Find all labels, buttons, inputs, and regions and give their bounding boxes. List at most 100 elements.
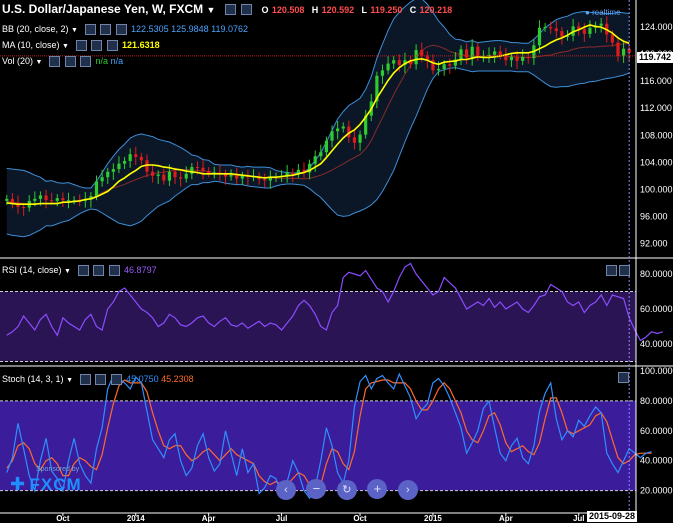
ohlc-low-value: 119.250 xyxy=(370,5,403,15)
time-tick-label: Jul xyxy=(573,514,585,523)
rsi-label[interactable]: RSI (14, close) xyxy=(2,265,62,275)
candle-body xyxy=(263,179,267,181)
vol-value-2: n/a xyxy=(110,56,124,66)
candle-body xyxy=(347,126,351,138)
candle-body xyxy=(195,167,200,169)
settings-icon[interactable] xyxy=(91,40,103,52)
candle-body xyxy=(229,175,233,177)
settings-icon[interactable] xyxy=(100,24,112,36)
rsi-tick-label: 60.0000 xyxy=(640,304,673,314)
price-tick-label: 104.000 xyxy=(640,157,673,167)
candle-body xyxy=(319,152,323,157)
candle-body xyxy=(307,163,312,173)
candle-body xyxy=(128,154,132,161)
chevron-down-icon[interactable]: ▼ xyxy=(64,268,71,275)
zoom-out-button[interactable]: − xyxy=(306,479,327,499)
price-tick-label: 124.000 xyxy=(640,22,673,32)
time-tick-label: 2014 xyxy=(127,514,145,523)
reset-button[interactable]: ↻ xyxy=(336,480,357,500)
close-icon[interactable] xyxy=(80,56,92,68)
realtime-label: realtime xyxy=(592,8,621,17)
candle-body xyxy=(10,198,15,203)
settings-icon[interactable] xyxy=(93,265,105,277)
maximize-icon[interactable] xyxy=(606,265,617,277)
candle-body xyxy=(582,29,586,34)
candle-body xyxy=(425,55,429,61)
time-tick-label: Oct xyxy=(353,514,367,523)
fxcm-logo-text: FXCM xyxy=(29,475,82,494)
ohlc-low-key: L xyxy=(361,5,367,15)
candle-body xyxy=(145,160,149,172)
ma-legend: MA (10, close) ▼ 121.6318 xyxy=(2,40,160,52)
symbol-title[interactable]: U.S. Dollar/Japanese Yen, W, FXCM xyxy=(2,2,204,16)
eye-icon[interactable] xyxy=(77,265,89,277)
candle-body xyxy=(223,173,228,177)
ma-label[interactable]: MA (10, close) xyxy=(2,40,60,50)
price-panel xyxy=(0,0,636,238)
time-tick-label: Apr xyxy=(499,514,513,523)
vol-legend: Vol (20) ▼ n/a n/a xyxy=(2,56,123,68)
candle-body xyxy=(392,60,396,64)
rsi-value: 46.8797 xyxy=(124,265,157,275)
ma-value: 121.6318 xyxy=(122,40,160,50)
eye-icon[interactable] xyxy=(79,374,91,386)
settings-icon[interactable] xyxy=(95,374,107,386)
zoom-in-button[interactable]: + xyxy=(367,479,388,499)
chevron-down-icon[interactable]: ▼ xyxy=(66,377,73,384)
candle-body xyxy=(72,200,76,202)
candle-body xyxy=(549,27,553,29)
vol-label[interactable]: Vol (20) xyxy=(2,56,34,66)
ohlc-close-value: 120.218 xyxy=(419,5,453,15)
close-icon[interactable] xyxy=(241,4,253,16)
stoch-tick-label: 60.0000 xyxy=(640,426,673,436)
eye-icon[interactable] xyxy=(75,40,87,52)
candle-body xyxy=(134,154,138,157)
close-icon[interactable] xyxy=(110,374,122,386)
info-icon[interactable] xyxy=(619,265,630,277)
candle-body xyxy=(610,34,614,43)
settings-icon[interactable] xyxy=(224,4,236,16)
current-price-tag: 119.742 xyxy=(637,52,673,63)
candle-body xyxy=(302,169,306,173)
candle-body xyxy=(621,48,626,57)
candle-body xyxy=(341,126,345,129)
price-tick-label: 96.000 xyxy=(640,211,668,221)
vol-value-1: n/a xyxy=(95,56,109,66)
ohlc-high-key: H xyxy=(311,5,319,15)
rsi-pane-controls xyxy=(606,265,632,277)
eye-icon[interactable] xyxy=(49,56,60,68)
scroll-left-button[interactable]: ‹ xyxy=(276,480,296,500)
close-icon[interactable] xyxy=(106,40,118,52)
candle-body xyxy=(493,51,497,55)
chevron-down-icon[interactable]: ▼ xyxy=(62,43,69,50)
close-icon[interactable] xyxy=(115,24,127,36)
bollinger-lower-line xyxy=(6,67,630,238)
settings-icon[interactable] xyxy=(64,56,76,68)
stoch-label[interactable]: Stoch (14, 3, 1) xyxy=(2,374,64,384)
fxcm-mark-icon: ✚ xyxy=(10,474,26,495)
chevron-down-icon[interactable]: ▼ xyxy=(206,5,216,15)
candle-body xyxy=(470,46,474,58)
bb-label[interactable]: BB (20, close, 2) xyxy=(2,24,69,34)
candle-body xyxy=(179,177,183,179)
eye-icon[interactable] xyxy=(84,24,96,36)
fxcm-logo[interactable]: ✚ FXCM xyxy=(10,474,82,495)
candle-body xyxy=(268,177,272,181)
candle-body xyxy=(167,171,172,181)
stoch-band-fill xyxy=(0,400,636,491)
info-icon[interactable] xyxy=(618,372,629,384)
chevron-down-icon[interactable]: ▼ xyxy=(71,27,78,34)
candle-body xyxy=(436,68,441,71)
candle-body xyxy=(66,200,71,202)
rsi-line xyxy=(6,262,663,342)
candle-body xyxy=(100,177,104,182)
chevron-down-icon[interactable]: ▼ xyxy=(35,59,43,66)
close-icon[interactable] xyxy=(108,265,120,277)
realtime-indicator: ● realtime xyxy=(585,7,621,18)
scroll-right-button[interactable]: › xyxy=(397,480,418,500)
candle-body xyxy=(94,181,99,197)
candle-body xyxy=(464,49,469,58)
bb-upper-value: 125.9848 xyxy=(171,24,209,34)
candle-body xyxy=(599,23,603,26)
